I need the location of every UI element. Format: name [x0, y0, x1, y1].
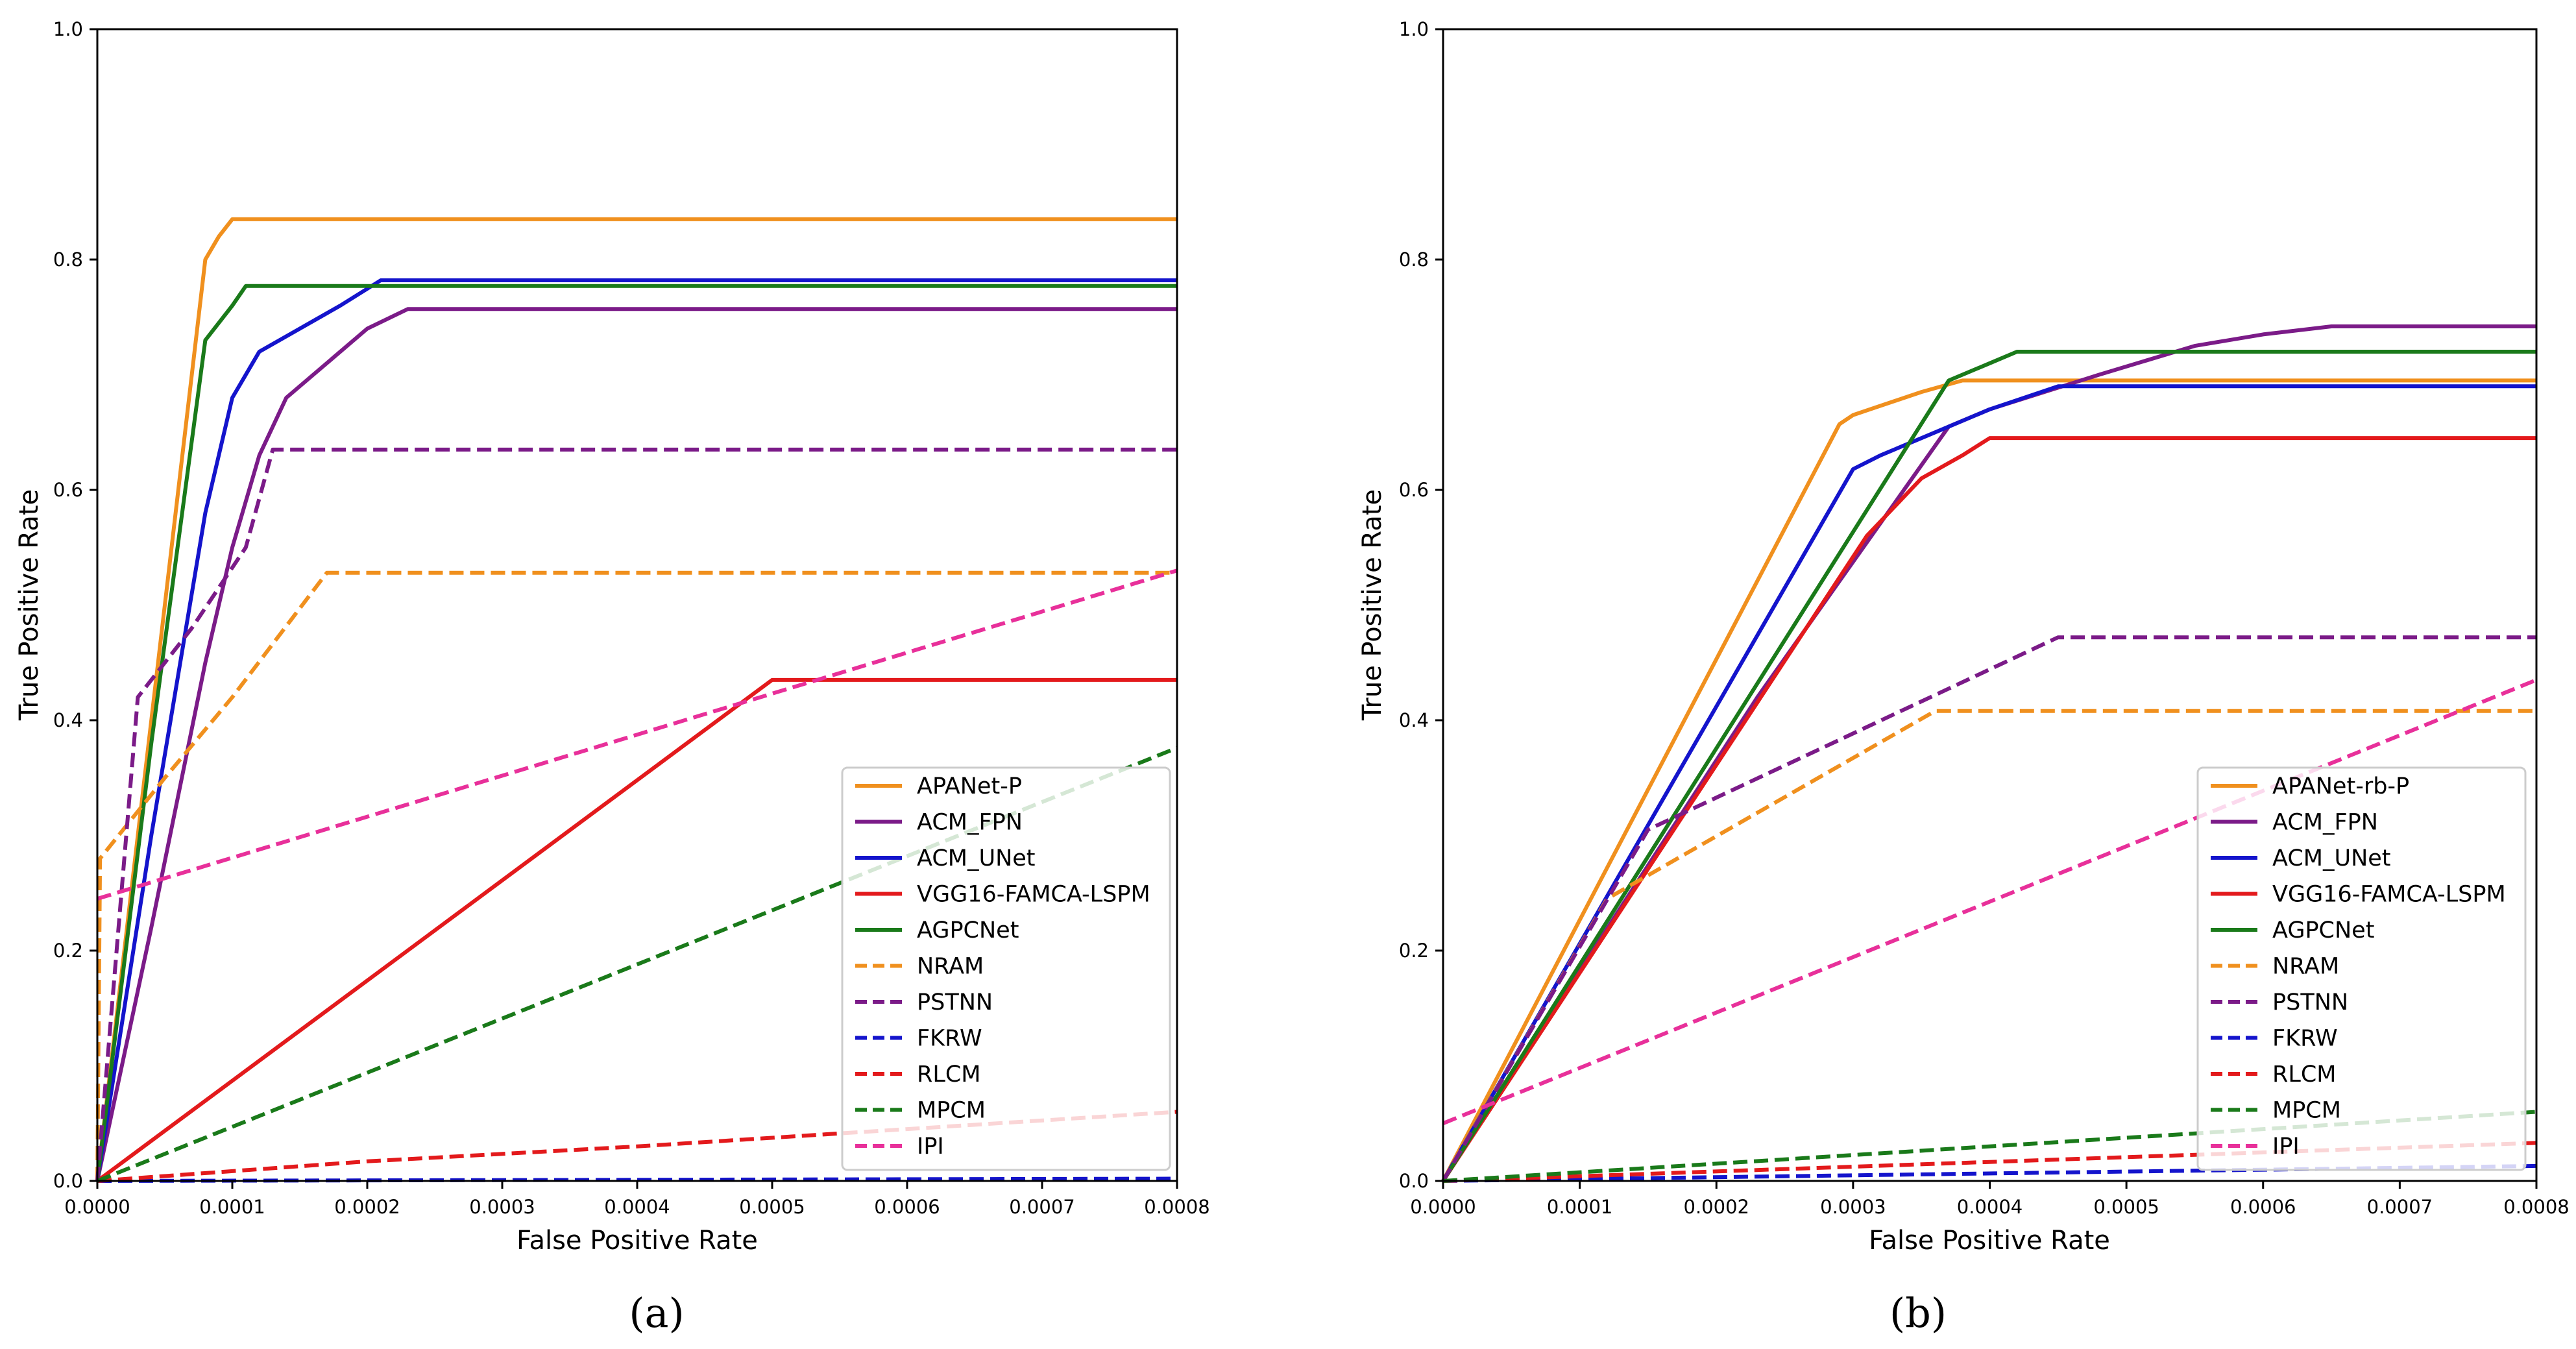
legend-label: IPI: [917, 1134, 944, 1160]
y-tick-label: 0.0: [53, 1170, 83, 1192]
x-tick-label: 0.0005: [2093, 1196, 2159, 1218]
y-axis-label: True Positive Rate: [1357, 489, 1387, 721]
x-tick-label: 0.0002: [1684, 1196, 1749, 1218]
y-tick-label: 0.8: [1399, 249, 1429, 271]
x-tick-label: 0.0000: [1410, 1196, 1476, 1218]
legend-label: RLCM: [917, 1062, 980, 1088]
legend-label: NRAM: [2272, 954, 2339, 980]
series-line-acm-unet: [95, 278, 1177, 1182]
legend-label: IPI: [2272, 1134, 2300, 1160]
legend-label: AGPCNet: [2272, 918, 2374, 943]
x-tick-label: 0.0001: [199, 1196, 265, 1218]
x-tick-label: 0.0001: [1547, 1196, 1612, 1218]
y-tick-label: 0.2: [1399, 940, 1429, 962]
series-line-ipi: [1442, 678, 2538, 1126]
x-tick-label: 0.0007: [2367, 1196, 2433, 1218]
x-tick-label: 0.0006: [2230, 1196, 2296, 1218]
series-line-acm-unet: [1441, 384, 2536, 1182]
series-line-agpcnet: [95, 284, 1177, 1182]
series-line-apanet-rb-p: [1441, 378, 2536, 1182]
x-tick-label: 0.0003: [1820, 1196, 1886, 1218]
legend-label: AGPCNet: [917, 918, 1019, 943]
series-line-acm-fpn: [95, 307, 1177, 1182]
series-line-pstnn: [95, 447, 1177, 1182]
legend: APANet-P ACM_FPN ACM_UNet VGG16-FAMCA-LSPM A…: [841, 766, 1171, 1171]
x-axis: 0.0000 0.0001 0.0002 0.0003 0.0004 0.0005 0.00…: [64, 1181, 1210, 1218]
legend-label: VGG16-FAMCA-LSPM: [2272, 882, 2506, 908]
series-line-nram: [1441, 709, 2536, 1182]
panel-label: (b): [1889, 1289, 1947, 1337]
legend: APANet-rb-P ACM_FPN ACM_UNet VGG16-FAMCA-LS…: [2196, 766, 2527, 1171]
series-line-ipi: [97, 568, 1178, 901]
legend-label: ACM_FPN: [917, 810, 1023, 836]
legend-box: [841, 766, 1171, 1171]
x-tick-label: 0.0006: [874, 1196, 940, 1218]
x-tick-label: 0.0004: [1957, 1196, 2023, 1218]
series-line-rlcm: [1442, 1141, 2537, 1183]
y-tick-label: 0.4: [53, 709, 83, 731]
legend-label: APANet-P: [917, 773, 1022, 799]
y-tick-label: 0.0: [1399, 1170, 1429, 1192]
x-axis-label: False Positive Rate: [516, 1226, 758, 1256]
roc-chart-b: 0.0000 0.0001 0.0002 0.0003 0.0004 0.0005 0.00…: [1357, 18, 2570, 1337]
x-tick-label: 0.0000: [64, 1196, 130, 1218]
series-line-fkrw: [1442, 1163, 2537, 1183]
series-line-nram: [95, 570, 1177, 1182]
x-tick-label: 0.0008: [1144, 1196, 1209, 1218]
x-tick-label: 0.0004: [604, 1196, 670, 1218]
legend-label: APANet-rb-P: [2272, 773, 2409, 799]
legend-label: FKRW: [917, 1026, 982, 1052]
series-line-vgg16-famca-lspm: [1441, 436, 2536, 1182]
legend-label: MPCM: [917, 1098, 986, 1124]
series-line-mpcm: [96, 746, 1178, 1183]
x-tick-label: 0.0002: [334, 1196, 400, 1218]
y-tick-label: 0.4: [1399, 709, 1429, 731]
legend-label: ACM_FPN: [2272, 810, 2378, 836]
y-axis: 0.0 0.2 0.4 0.6 0.8 1.0: [1399, 18, 1443, 1192]
plot-series: [1441, 324, 2538, 1183]
roc-chart-a: 0.0000 0.0001 0.0002 0.0003 0.0004 0.0005 0.00…: [14, 18, 1210, 1337]
series-line-apanet-p: [95, 217, 1177, 1182]
y-tick-label: 0.8: [53, 249, 83, 271]
y-tick-label: 1.0: [53, 18, 83, 40]
legend-label: MPCM: [2272, 1098, 2341, 1124]
y-axis-label: True Positive Rate: [14, 489, 44, 721]
x-tick-label: 0.0007: [1009, 1196, 1075, 1218]
x-tick-label: 0.0008: [2503, 1196, 2569, 1218]
legend-label: PSTNN: [2272, 990, 2348, 1015]
series-line-pstnn: [1441, 635, 2536, 1182]
panel-label: (a): [629, 1289, 684, 1337]
x-tick-label: 0.0005: [739, 1196, 805, 1218]
series-line-agpcnet: [1441, 350, 2536, 1182]
x-axis: 0.0000 0.0001 0.0002 0.0003 0.0004 0.0005 0.00…: [1410, 1181, 2570, 1218]
legend-label: RLCM: [2272, 1062, 2336, 1088]
y-tick-label: 1.0: [1399, 18, 1429, 40]
legend-box: [2196, 766, 2527, 1171]
x-tick-label: 0.0003: [469, 1196, 535, 1218]
legend-label: PSTNN: [917, 990, 993, 1015]
legend-label: NRAM: [917, 954, 984, 980]
legend-label: ACM_UNet: [917, 845, 1036, 871]
legend-label: FKRW: [2272, 1026, 2338, 1052]
y-axis: 0.0 0.2 0.4 0.6 0.8 1.0: [53, 18, 97, 1192]
series-line-vgg16-famca-lspm: [96, 677, 1177, 1183]
legend-label: VGG16-FAMCA-LSPM: [917, 882, 1150, 908]
plot-series: [95, 217, 1178, 1183]
series-line-mpcm: [1442, 1110, 2537, 1183]
x-axis-label: False Positive Rate: [1869, 1226, 2110, 1256]
y-tick-label: 0.6: [53, 479, 83, 501]
legend-label: ACM_UNet: [2272, 845, 2391, 871]
y-tick-label: 0.2: [53, 940, 83, 962]
y-tick-label: 0.6: [1399, 479, 1429, 501]
